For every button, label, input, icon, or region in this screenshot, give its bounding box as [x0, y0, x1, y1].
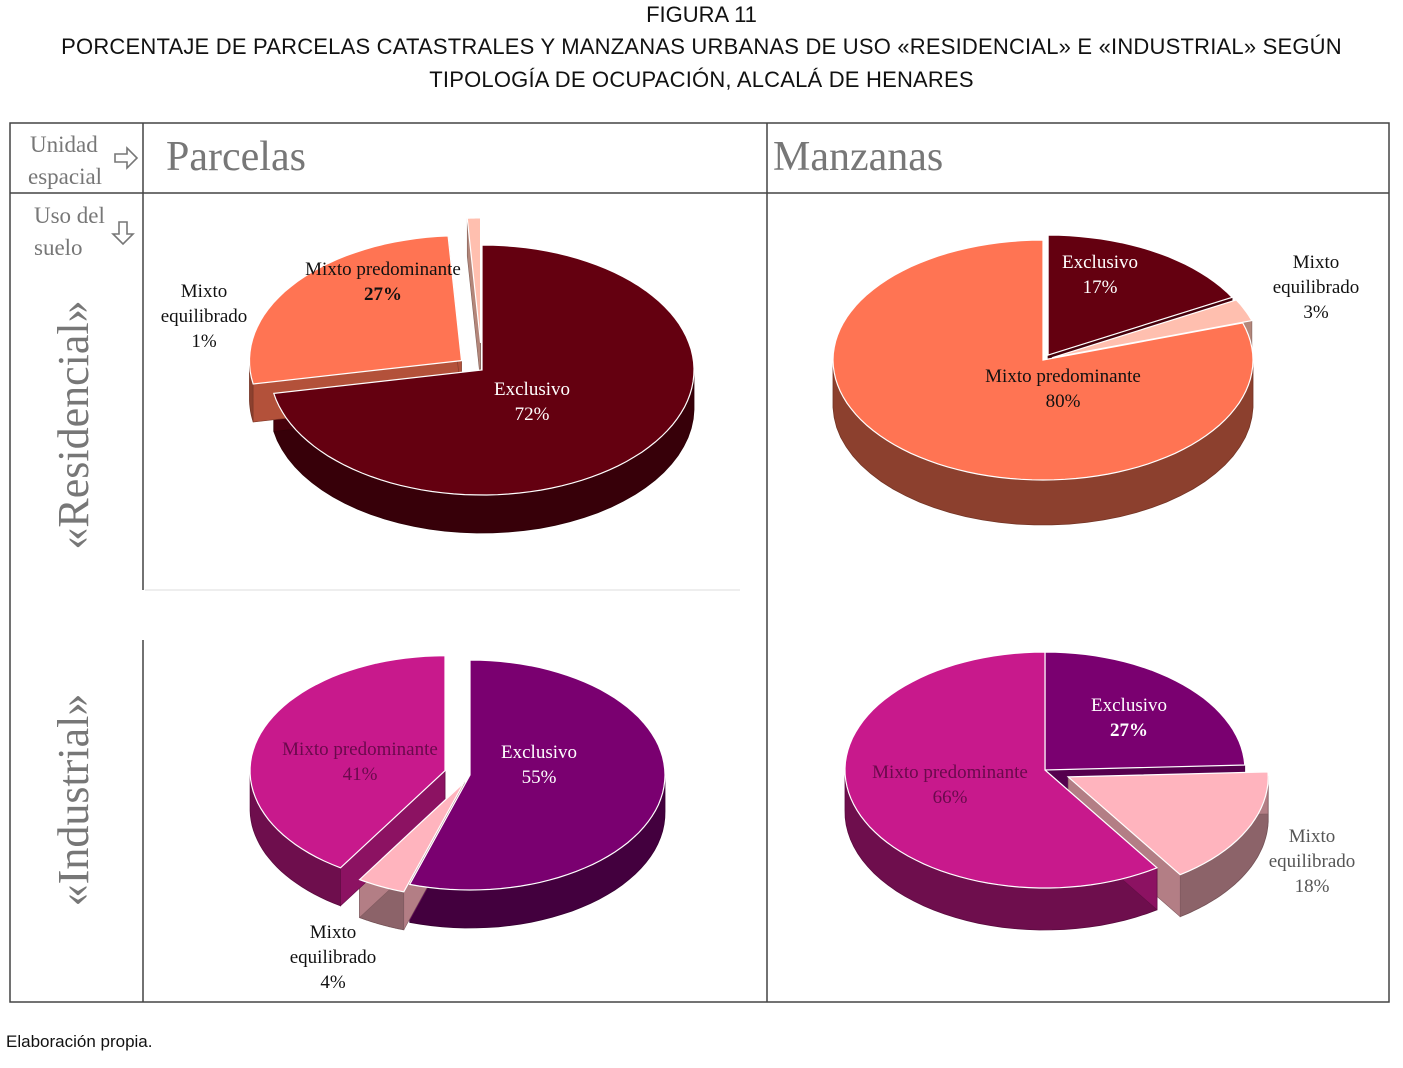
pie-label-line: Mixto: [1289, 826, 1335, 847]
pie-chart-parcelas-residencial: Exclusivo 72% Mixto predominante 27% Mixto eq…: [161, 217, 695, 534]
pie-slice-mixto-equilibrado: [1066, 771, 1269, 876]
pie-label-mixto-predominante: Mixto predominante 27%: [305, 259, 461, 305]
pie-label-mixto-equilibrado: Mixto equilibrado 1%: [161, 281, 248, 352]
pie-slice-mixto-equilibrado: [1052, 299, 1253, 359]
pie-label-line: 1%: [191, 331, 217, 352]
pie-label-line: Mixto: [1293, 252, 1339, 273]
pie-label-line: 66%: [933, 787, 968, 808]
pie-label-mixto-equilibrado: Mixto equilibrado 4%: [290, 922, 377, 993]
corner-cell: Unidad espacial Uso del suelo: [28, 132, 139, 260]
pie-label-line: 27%: [1110, 720, 1148, 741]
pie-label-line: Mixto: [310, 922, 356, 943]
pie-label-line: 41%: [343, 764, 378, 785]
pie-label-mixto-predominante: Mixto predominante 80%: [985, 366, 1141, 412]
pie-label-line: 18%: [1295, 876, 1330, 897]
table-grid-lines: [9, 122, 1390, 1003]
pie-label-line: equilibrado: [1273, 277, 1360, 298]
row-header-residencial: «Residencial»: [49, 300, 98, 549]
figure-label: FIGURA 11: [646, 2, 757, 27]
pie-label-mixto-predominante: Mixto predominante 41%: [282, 739, 438, 785]
source-note: Elaboración propia.: [6, 1032, 153, 1051]
arrow-right-icon: [114, 146, 139, 170]
figure-title: PORCENTAJE DE PARCELAS CATASTRALES Y MAN…: [61, 34, 1342, 92]
pie-slice-mixto-equilibrado: [358, 782, 465, 893]
pie-label-line: Mixto predominante: [872, 762, 1028, 783]
column-header-manzanas: Manzanas: [773, 134, 943, 180]
pie-label-line: Exclusivo: [494, 379, 570, 400]
row-header-industrial: «Industrial»: [49, 694, 98, 907]
pie-label-line: Mixto: [181, 281, 227, 302]
corner-bottom-line1: Uso del: [34, 203, 105, 228]
pie-label-line: Exclusivo: [501, 742, 577, 763]
pie-slice-mixto-predominante: [248, 235, 463, 385]
pie-label-exclusivo: Exclusivo 17%: [1062, 252, 1138, 298]
figure-header: FIGURA 11 PORCENTAJE DE PARCELAS CATASTR…: [0, 0, 1403, 96]
pie-slice-exclusivo: [272, 244, 695, 496]
pie-label-line: 4%: [320, 972, 346, 993]
pie-label-exclusivo: Exclusivo 72%: [494, 379, 570, 425]
pie-label-line: Exclusivo: [1062, 252, 1138, 273]
pie-label-line: equilibrado: [161, 306, 248, 327]
pie-label-mixto-equilibrado: Mixto equilibrado 18%: [1269, 826, 1356, 897]
pie-slice-exclusivo: [1044, 651, 1246, 771]
pie-label-exclusivo: Exclusivo 27%: [1091, 695, 1167, 741]
pie-label-line: Mixto predominante: [305, 259, 461, 280]
table-border: [9, 122, 1390, 1003]
pie-label-line: Mixto predominante: [282, 739, 438, 760]
pie-label-line: equilibrado: [1269, 851, 1356, 872]
pie-label-line: Exclusivo: [1091, 695, 1167, 716]
pie-label-line: Mixto predominante: [985, 366, 1141, 387]
pie-label-line: 27%: [364, 284, 402, 305]
pie-label-line: 17%: [1083, 277, 1118, 298]
pie-slice-mixto-equilibrado: [466, 217, 482, 343]
column-header-parcelas: Parcelas: [166, 134, 306, 180]
pie-label-line: 3%: [1303, 302, 1329, 323]
pie-slice-mixto-predominante: [844, 651, 1159, 889]
pie-charts: Exclusivo 72% Mixto predominante 27% Mixto eq…: [161, 217, 1360, 993]
pie-label-line: equilibrado: [290, 947, 377, 968]
corner-bottom-line2: suelo: [34, 235, 83, 260]
pie-chart-manzanas-industrial: Exclusivo 27% Mixto equilibrado 18% Mixto pre…: [844, 651, 1356, 931]
pie-chart-manzanas-residencial: Exclusivo 17% Mixto equilibrado 3% Mixto pred…: [832, 234, 1360, 526]
corner-top-line2: espacial: [28, 164, 102, 189]
pie-label-mixto-equilibrado: Mixto equilibrado 3%: [1273, 252, 1360, 323]
arrow-down-icon: [111, 221, 135, 246]
pie-chart-parcelas-industrial: Exclusivo 55% Mixto equilibrado 4% Mixto pred…: [249, 655, 666, 993]
corner-top-line1: Unidad: [30, 132, 98, 157]
pie-label-exclusivo: Exclusivo 55%: [501, 742, 577, 788]
pie-slice-exclusivo: [408, 659, 666, 891]
pie-slice-mixto-predominante: [249, 655, 446, 869]
pie-label-mixto-predominante: Mixto predominante 66%: [872, 762, 1028, 808]
pie-label-line: 72%: [515, 404, 550, 425]
pie-slice-exclusivo: [1047, 234, 1234, 356]
pie-slice-mixto-predominante: [832, 239, 1254, 481]
pie-label-line: 55%: [522, 767, 557, 788]
pie-label-line: 80%: [1046, 391, 1081, 412]
